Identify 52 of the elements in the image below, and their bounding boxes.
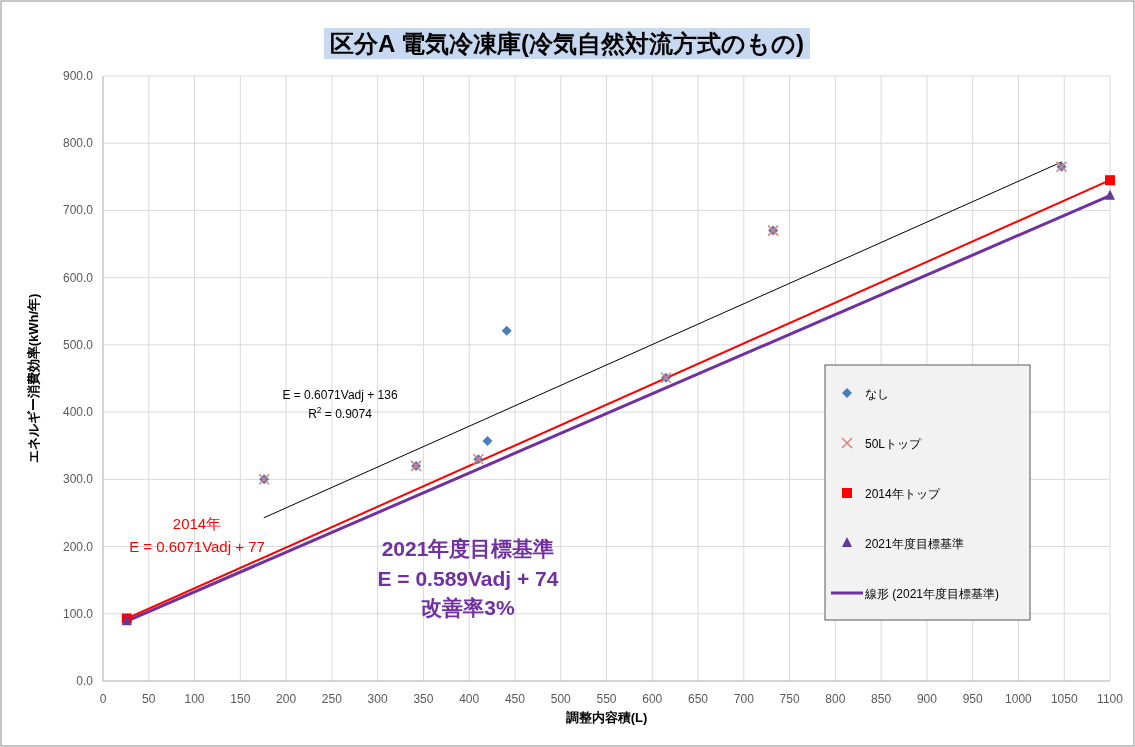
x-tick-label: 150 (230, 692, 251, 706)
x-tick-label: 1100 (1097, 692, 1124, 706)
legend-label: なし (865, 387, 889, 401)
point (482, 436, 493, 447)
y-tick-label: 100.0 (62, 606, 94, 621)
annotation: 2021年度目標基準 (381, 537, 555, 560)
x-tick-label: 450 (504, 692, 526, 706)
x-tick-label: 950 (962, 692, 984, 706)
annotation: E = 0.6071Vadj + 77 (129, 538, 265, 555)
y-tick-label: 700.0 (62, 203, 94, 218)
y-tick-label: 400.0 (62, 405, 94, 420)
x-tick-label: 600 (642, 692, 663, 706)
chart-title: 区分A 電気冷凍庫(冷気自然対流方式のもの) (329, 30, 805, 57)
x-tick-label: 400 (459, 692, 480, 706)
annotation: 改善率3% (421, 596, 515, 619)
legend-label: 2021年度目標基準 (865, 537, 964, 551)
y-tick-label: 900.0 (62, 69, 94, 83)
x-axis-title: 調整内容積(L) (565, 710, 648, 725)
x-tick-label: 1000 (1005, 692, 1033, 706)
x-tick-label: 200 (276, 692, 297, 706)
point (1105, 189, 1115, 200)
y-axis-title: エネルギー消費効率(kWh/年) (26, 293, 41, 464)
x-tick-label: 800 (825, 692, 846, 706)
y-tick-label: 600.0 (62, 270, 94, 285)
legend-label: 2014年トップ (865, 487, 941, 501)
x-tick-label: 250 (321, 692, 343, 706)
x-tick-label: 350 (413, 692, 434, 706)
y-tick-label: 200.0 (62, 539, 94, 554)
annotation: E = 0.6071Vadj + 136 (282, 388, 398, 402)
point (501, 325, 512, 336)
x-tick-label: 700 (733, 692, 755, 706)
y-tick-label: 300.0 (62, 472, 94, 487)
x-tick-label: 750 (779, 692, 800, 706)
annotation: 2014年 (172, 515, 222, 532)
x-tick-label: 500 (550, 692, 572, 706)
y-tick-label: 500.0 (62, 337, 94, 352)
x-tick-label: 1050 (1050, 692, 1078, 706)
x-tick-label: 0 (99, 692, 107, 706)
annotation: R$^{2}$ = 0.9074 (308, 405, 373, 421)
x-tick-label: 650 (688, 692, 709, 706)
x-tick-label: 50 (142, 692, 156, 706)
x-tick-label: 300 (367, 692, 388, 706)
y-tick-label: 800.0 (62, 136, 94, 151)
x-tick-label: 900 (916, 692, 938, 706)
x-tick-label: 100 (184, 692, 205, 706)
annotation: E = 0.589Vadj + 74 (377, 567, 559, 590)
x-tick-label: 550 (596, 692, 617, 706)
x-tick-label: 850 (871, 692, 892, 706)
point (1105, 175, 1115, 186)
legend-label: 線形 (2021年度目標基準) (864, 587, 1000, 601)
legend-label: 50Lトップ (865, 437, 923, 451)
y-tick-label: 0.0 (76, 674, 94, 688)
